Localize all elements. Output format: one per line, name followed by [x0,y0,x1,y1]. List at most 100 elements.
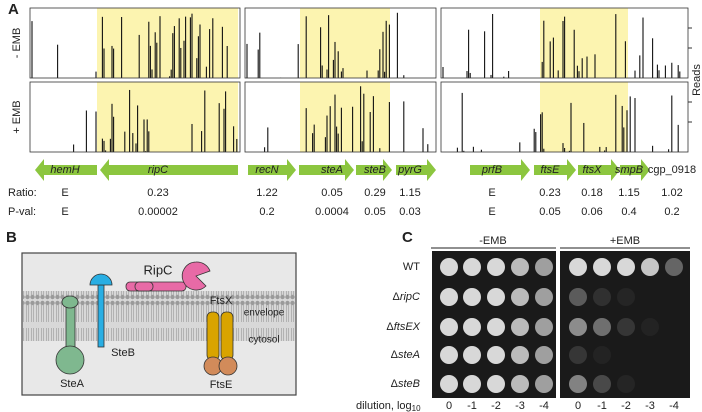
p-value: 0.05 [539,206,560,218]
steb-shape [89,273,113,348]
spot [440,346,458,364]
spot [617,258,635,276]
dilution-text: dilution, log [356,400,412,412]
spot [593,346,611,364]
spot [511,318,529,336]
p-value: 0.03 [399,206,420,218]
ratio: 0.23 [147,187,168,199]
ftsx-shape [203,311,238,376]
dilution-label: dilution, log10 [356,400,421,412]
track-frame [440,81,689,153]
spot [463,288,481,306]
ratio: 1.02 [661,187,682,199]
strain-prefix: Δ [391,349,399,361]
spot [487,375,505,393]
strain-prefix: Δ [392,291,400,303]
gene-arrow [534,159,576,181]
ratio: 0.18 [581,187,602,199]
spot [569,318,587,336]
spot [463,318,481,336]
p-value: 0.06 [581,206,602,218]
gene-label: hemH [50,164,79,176]
gene-label: ripC [148,164,168,176]
gene-label: steA [321,164,343,176]
strain-gene: steB [398,378,420,390]
gene-arrow [620,159,650,181]
panel-label: A [8,1,19,18]
highlight [97,82,238,152]
spot [569,375,587,393]
highlight [300,8,390,78]
spot [617,288,635,306]
spot [569,288,587,306]
strain-prefix: Δ [386,321,394,333]
dilution-base: 10 [412,404,421,412]
spot [617,318,635,336]
strain-gene: steA [398,349,420,361]
spot [487,288,505,306]
spot [535,375,553,393]
protein-label: FtsE [210,379,233,391]
spot [440,318,458,336]
ratio: 1.15 [399,187,420,199]
spot [511,288,529,306]
dilution-value: -4 [539,400,549,412]
dilution-value: -1 [597,400,607,412]
protein-label: SteA [60,378,85,390]
spot [569,258,587,276]
dilution-value: -3 [645,400,655,412]
panel-label: C [402,229,413,246]
gene-arrow [578,159,620,181]
track-frame [29,81,241,153]
spot [535,346,553,364]
axis-label: Reads [691,64,702,96]
strain-label: ΔftsEX [386,321,420,333]
row-label: Ratio: [8,187,37,199]
gene-arrow [248,159,296,181]
gene-arrow [396,159,436,181]
ratio: 0.29 [364,187,385,199]
spot [569,346,587,364]
condition-label: -EMB [479,235,507,247]
gene-label: steB [364,164,386,176]
p-value: 0.0004 [315,206,349,218]
strain-prefix: Δ [391,378,399,390]
track-frame [440,7,689,79]
spot [593,375,611,393]
spot [511,346,529,364]
spot [593,288,611,306]
spot [487,258,505,276]
compartment-label: envelope [244,308,285,319]
spot [487,318,505,336]
gene-label: pyrG [397,164,422,176]
gene-arrow [299,159,354,181]
spot [617,375,635,393]
strain-label: ΔripC [392,291,420,303]
dilution-value: -1 [467,400,477,412]
dilution-value: 0 [575,400,581,412]
ratio: 1.15 [618,187,639,199]
gene-label: recN [255,164,278,176]
highlight [300,82,390,152]
ratio: E [61,187,68,199]
strain-gene: ripC [400,291,420,303]
row-label: P-val: [8,206,36,218]
track-frame [29,7,241,79]
track-label: + EMB [11,100,23,133]
p-value: 0.00002 [138,206,178,218]
p-value: 0.2 [664,206,679,218]
ratio: 0.23 [539,187,560,199]
gene-label: smpB [615,164,643,176]
strain-label: WT [403,261,420,273]
gene-arrow [356,159,392,181]
spot [463,375,481,393]
spot [487,346,505,364]
highlight [540,8,628,78]
dilution-value: -3 [515,400,525,412]
spot [463,346,481,364]
spot [535,318,553,336]
gene-map: hemHEEripC0.230.00002recN1.220.2steA0.05… [35,159,696,218]
protein-label: SteB [111,347,135,359]
